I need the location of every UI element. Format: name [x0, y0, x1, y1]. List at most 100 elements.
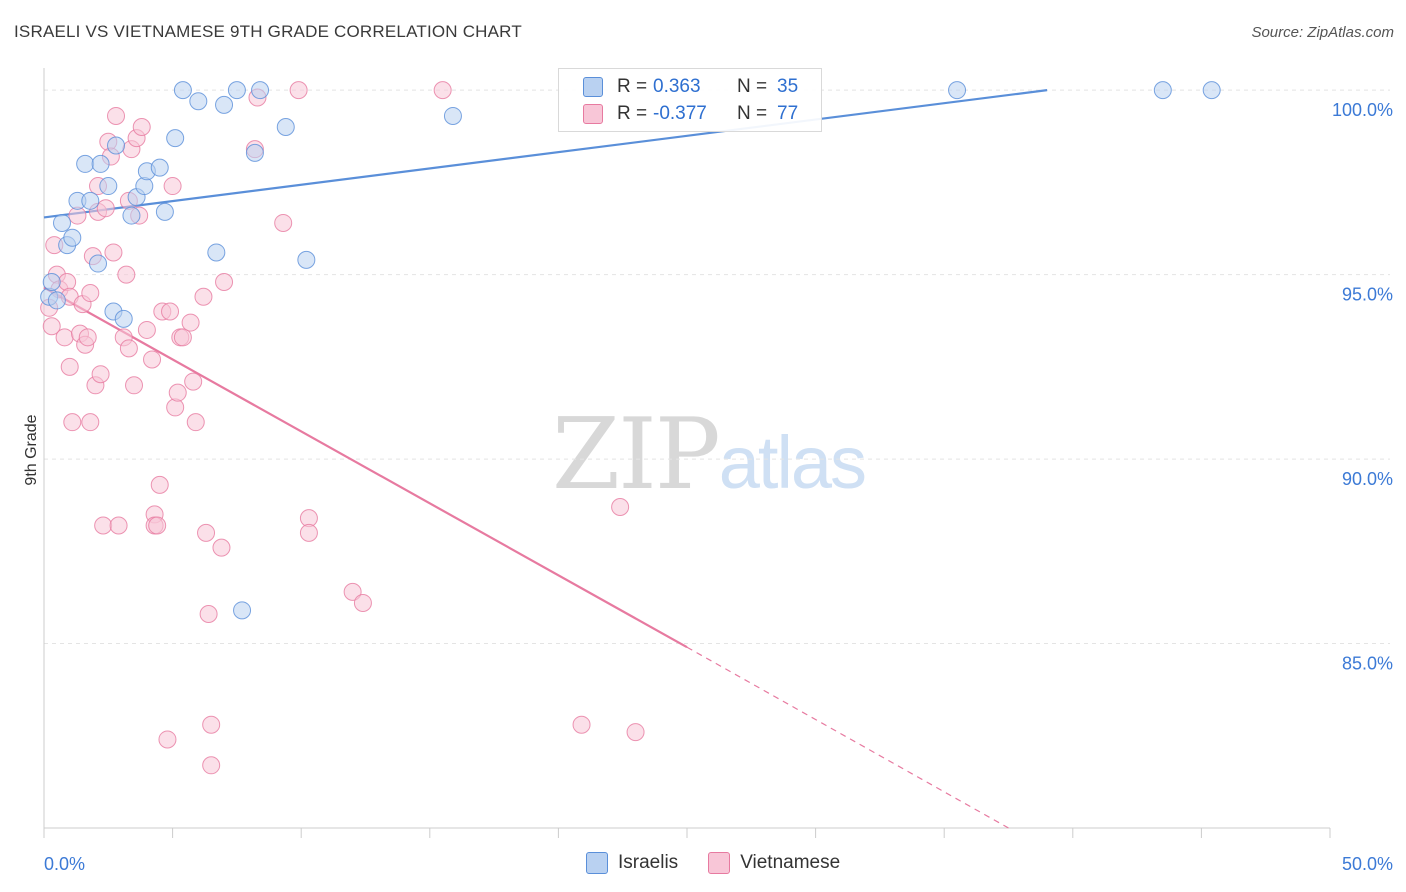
israelis-point — [150, 158, 169, 177]
correlation-legend: R = 0.363 N = 35 R = -0.377 N = 77 — [558, 68, 822, 132]
vietnamese-point — [104, 243, 123, 262]
vietnamese-point — [109, 516, 128, 535]
x-tick-label-min: 0.0% — [44, 854, 85, 874]
israelis-swatch — [586, 852, 608, 874]
axes — [43, 68, 1331, 838]
vietnamese-swatch — [583, 104, 603, 124]
vietnamese-point — [433, 81, 452, 100]
israelis-point — [76, 154, 95, 173]
israelis-point — [245, 143, 264, 162]
israelis-point — [81, 191, 100, 210]
r-value: -0.377 — [653, 103, 707, 124]
israelis-swatch — [583, 77, 603, 97]
vietnamese-point — [137, 320, 156, 339]
vietnamese-point — [91, 365, 110, 384]
israelis-point — [207, 243, 226, 262]
vietnamese-point — [199, 605, 218, 624]
vietnamese-point — [161, 302, 180, 321]
vietnamese-point — [96, 199, 115, 218]
vietnamese-point — [117, 265, 136, 284]
israelis-point — [135, 177, 154, 196]
legend-item-vietnamese[interactable]: Vietnamese — [708, 852, 840, 874]
israelis-point — [215, 95, 234, 114]
vietnamese-point — [202, 715, 221, 734]
y-axis-title: 9th Grade — [23, 414, 40, 485]
n-label: N = — [737, 103, 768, 124]
source-credit: Source: ZipAtlas.com — [1251, 24, 1394, 41]
vietnamese-point — [55, 328, 74, 347]
vietnamese-point — [274, 213, 293, 232]
vietnamese-point — [186, 413, 205, 432]
israelis-point — [443, 106, 462, 125]
israelis-trend-line — [43, 89, 1048, 219]
vietnamese-point — [132, 118, 151, 137]
vietnamese-point — [572, 715, 591, 734]
israelis-point — [173, 81, 192, 100]
vietnamese-point — [212, 538, 231, 557]
trend-lines — [43, 89, 1048, 829]
vietnamese-point — [107, 106, 126, 125]
vietnamese-point — [611, 498, 630, 517]
israelis-point — [63, 228, 82, 247]
vietnamese-point — [143, 350, 162, 369]
israelis-point — [53, 213, 72, 232]
israelis-point — [948, 81, 967, 100]
legend-label-israelis: Israelis — [618, 852, 679, 873]
israelis-point — [166, 129, 185, 148]
r-label: R = — [617, 76, 648, 97]
vietnamese-point — [58, 272, 77, 291]
legend-label-vietnamese: Vietnamese — [740, 852, 841, 873]
series-legend: Israelis Vietnamese — [586, 852, 870, 874]
n-value: 35 — [777, 76, 799, 97]
vietnamese-point — [353, 593, 372, 612]
israelis-point — [107, 136, 126, 155]
israelis-point — [1153, 81, 1172, 100]
vietnamese-point — [81, 284, 100, 303]
n-value: 77 — [777, 103, 799, 124]
vietnamese-point — [60, 357, 79, 376]
gridlines — [44, 89, 1390, 645]
vietnamese-point — [158, 730, 177, 749]
vietnamese-point — [163, 177, 182, 196]
legend-row-israelis: R = 0.363 N = 35 — [583, 74, 798, 100]
y-tick-label: 95.0% — [1342, 285, 1393, 305]
vietnamese-point — [197, 523, 216, 542]
vietnamese-point — [125, 376, 144, 395]
vietnamese-point — [166, 398, 185, 417]
israelis-point — [1202, 81, 1221, 100]
israelis-point — [227, 81, 246, 100]
vietnamese-trend-extension — [686, 646, 1009, 829]
israelis-point — [251, 81, 270, 100]
vietnamese-point — [94, 516, 113, 535]
israelis-point — [276, 118, 295, 137]
vietnamese-point — [81, 413, 100, 432]
vietnamese-point — [78, 328, 97, 347]
vietnamese-point — [215, 272, 234, 291]
israelis-point — [155, 202, 174, 221]
vietnamese-point — [150, 475, 169, 494]
vietnamese-point — [289, 81, 308, 100]
y-tick-label: 85.0% — [1342, 654, 1393, 674]
israelis-point — [189, 92, 208, 111]
israelis-point — [89, 254, 108, 273]
vietnamese-point — [148, 516, 167, 535]
n-label: N = — [737, 76, 768, 97]
israelis-point — [122, 206, 141, 225]
vietnamese-point — [626, 723, 645, 742]
y-tick-label: 90.0% — [1342, 469, 1393, 489]
vietnamese-trend-line — [43, 286, 688, 649]
chart-title: ISRAELI VS VIETNAMESE 9TH GRADE CORRELAT… — [14, 22, 522, 41]
legend-item-israelis[interactable]: Israelis — [586, 852, 678, 874]
israelis-point — [233, 601, 252, 620]
vietnamese-point — [168, 383, 187, 402]
axis-labels: 100.0% 95.0% 90.0% 85.0% 0.0% 50.0% 9th Grade — [23, 100, 1393, 874]
israelis-point — [114, 309, 133, 328]
israelis-point — [297, 250, 316, 269]
israelis-point — [91, 154, 110, 173]
vietnamese-point — [181, 313, 200, 332]
r-label: R = — [617, 103, 648, 124]
data-points — [40, 81, 1221, 775]
vietnamese-point — [202, 756, 221, 775]
vietnamese-point — [194, 287, 213, 306]
